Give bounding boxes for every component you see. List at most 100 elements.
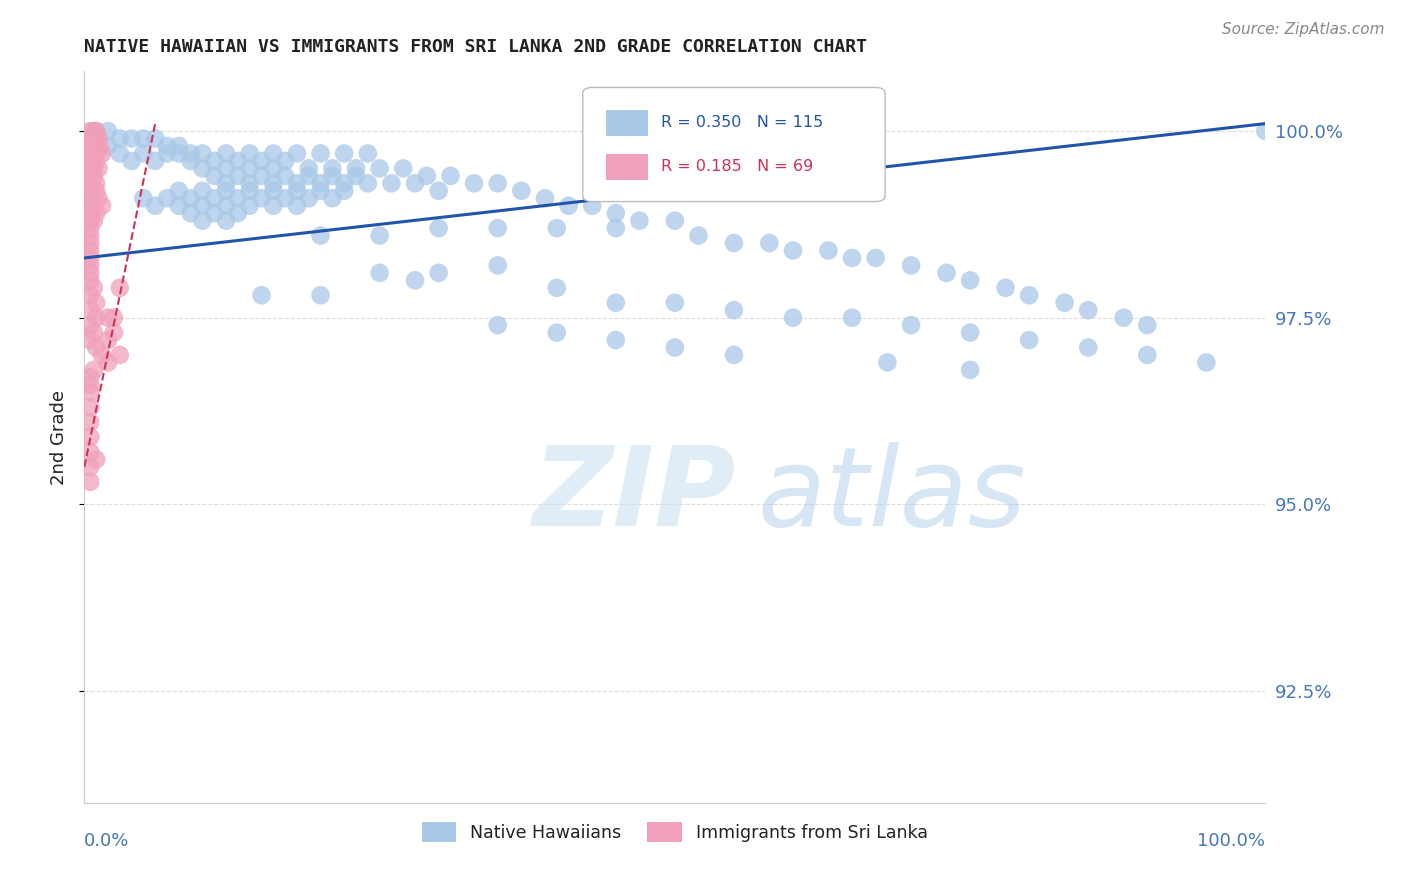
Point [285, 146, 308, 161]
Point [723, 235, 745, 250]
Point [91, 348, 114, 362]
Point [250, 191, 273, 205]
Point [285, 184, 308, 198]
Point [79, 318, 101, 332]
Point [817, 244, 839, 258]
Point [1136, 348, 1159, 362]
Point [226, 191, 249, 205]
Point [97, 333, 120, 347]
Point [202, 169, 225, 183]
Point [368, 161, 391, 176]
Point [333, 146, 356, 161]
Point [202, 206, 225, 220]
Point [309, 177, 332, 191]
Point [84, 124, 107, 138]
Point [143, 153, 166, 168]
Point [180, 146, 202, 161]
Point [274, 191, 297, 205]
Point [180, 191, 202, 205]
Point [79, 303, 101, 318]
Point [959, 326, 981, 340]
Point [79, 206, 101, 220]
Point [333, 177, 356, 191]
Point [250, 153, 273, 168]
Point [84, 341, 107, 355]
Point [167, 139, 190, 153]
Text: 0.0%: 0.0% [84, 832, 129, 850]
Point [108, 131, 131, 145]
Point [392, 161, 415, 176]
Point [427, 221, 450, 235]
Point [79, 139, 101, 153]
Point [605, 206, 627, 220]
Point [215, 177, 238, 191]
Point [79, 273, 101, 287]
Point [84, 124, 107, 138]
Point [143, 199, 166, 213]
Point [79, 251, 101, 265]
Point [83, 146, 105, 161]
Point [79, 259, 101, 273]
Text: R = 0.185   N = 69: R = 0.185 N = 69 [661, 159, 813, 174]
Point [865, 251, 887, 265]
Point [79, 213, 101, 227]
Point [344, 161, 367, 176]
Point [79, 177, 101, 191]
Point [83, 131, 105, 145]
Point [486, 221, 509, 235]
Point [79, 459, 101, 474]
Point [486, 259, 509, 273]
Point [79, 244, 101, 258]
Point [226, 169, 249, 183]
Point [79, 475, 101, 489]
Point [79, 221, 101, 235]
Point [132, 191, 155, 205]
Point [239, 177, 262, 191]
Point [215, 161, 238, 176]
Point [167, 184, 190, 198]
Point [309, 146, 332, 161]
Point [79, 124, 101, 138]
Point [357, 177, 380, 191]
Point [226, 153, 249, 168]
Point [344, 169, 367, 183]
Point [84, 452, 107, 467]
Point [758, 235, 780, 250]
Point [581, 199, 603, 213]
Point [463, 177, 485, 191]
Point [79, 228, 101, 243]
Point [79, 191, 101, 205]
Point [143, 131, 166, 145]
Point [368, 228, 391, 243]
Point [87, 161, 110, 176]
Point [262, 146, 284, 161]
Point [357, 146, 380, 161]
Point [83, 124, 105, 138]
Point [1018, 288, 1040, 302]
Point [84, 206, 107, 220]
Point [180, 206, 202, 220]
Point [309, 228, 332, 243]
Point [628, 213, 651, 227]
Point [262, 161, 284, 176]
Point [202, 153, 225, 168]
Text: ZIP: ZIP [533, 442, 737, 549]
Point [79, 131, 101, 145]
Point [333, 184, 356, 198]
Point [79, 184, 101, 198]
Point [91, 199, 114, 213]
Point [605, 333, 627, 347]
Point [664, 213, 686, 227]
Point [250, 288, 273, 302]
Point [404, 273, 426, 287]
Point [239, 184, 262, 198]
Point [239, 199, 262, 213]
Y-axis label: 2nd Grade: 2nd Grade [51, 390, 69, 484]
Point [83, 363, 105, 377]
Point [191, 199, 214, 213]
Point [79, 385, 101, 400]
Point [79, 153, 101, 168]
Point [97, 310, 120, 325]
Point [79, 401, 101, 415]
Point [486, 177, 509, 191]
